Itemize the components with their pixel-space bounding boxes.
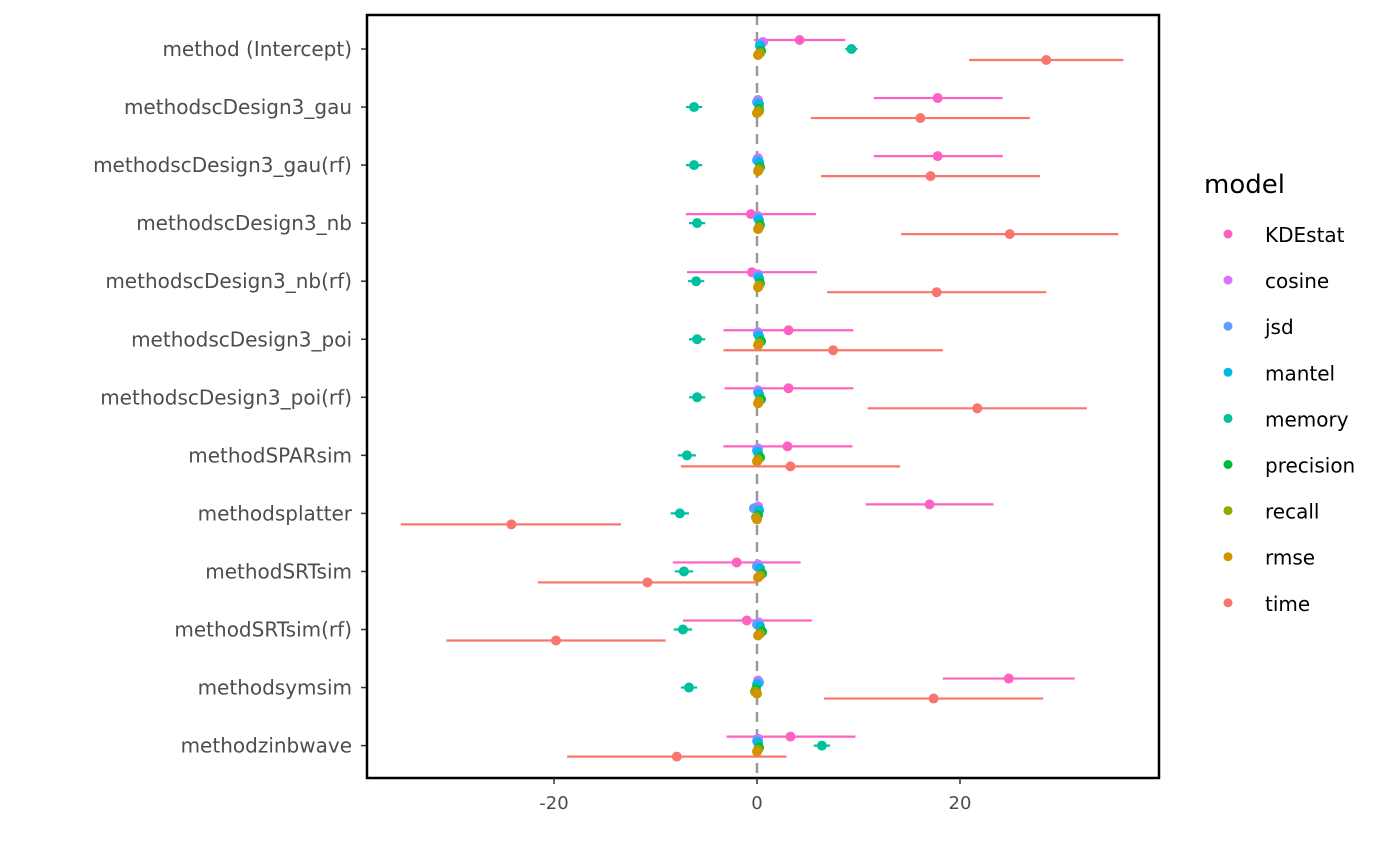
point: [972, 403, 983, 414]
legend-key: [1223, 598, 1233, 608]
point: [785, 731, 796, 742]
legend-label: mantel: [1265, 361, 1335, 385]
legend-key: [1223, 367, 1233, 377]
point: [753, 224, 764, 235]
x-tick-label: -20: [539, 793, 568, 814]
point: [783, 383, 794, 394]
legend-label: KDEstat: [1265, 223, 1345, 247]
point: [1004, 229, 1015, 240]
point: [785, 461, 796, 472]
x-axis: -20 0 20: [539, 778, 971, 814]
legend-label: precision: [1265, 454, 1355, 478]
point: [828, 345, 839, 356]
point: [506, 519, 517, 530]
point: [689, 160, 700, 171]
point: [753, 166, 764, 177]
point: [551, 635, 562, 646]
point: [925, 171, 936, 182]
point: [846, 44, 857, 54]
point: [677, 624, 688, 635]
y-tick-label: methodzinbwave: [181, 734, 352, 758]
point: [741, 615, 752, 626]
point: [932, 151, 943, 162]
point: [642, 577, 653, 588]
y-tick-label: methodSRTsim: [205, 559, 352, 583]
point: [671, 751, 682, 762]
point: [753, 572, 764, 583]
point: [816, 740, 827, 751]
plot-panel-border: [365, 13, 1161, 780]
legend-key: [1223, 460, 1233, 469]
point: [689, 102, 700, 113]
x-tick-label: 20: [949, 793, 972, 814]
legend-key: [1223, 321, 1233, 331]
point: [752, 514, 762, 525]
y-tick-label: methodscDesign3_poi(rf): [100, 385, 352, 409]
y-tick-label: methodscDesign3_nb: [136, 211, 352, 235]
y-tick-label: methodscDesign3_poi: [131, 327, 352, 351]
legend-key: [1223, 506, 1233, 516]
y-tick-label: methodscDesign3_nb(rf): [105, 269, 352, 293]
point: [915, 113, 926, 124]
legend-label: jsd: [1264, 315, 1294, 339]
y-tick-label: methodSPARsim: [188, 443, 352, 467]
legend-label: rmse: [1265, 546, 1315, 570]
point: [731, 557, 742, 568]
point: [692, 218, 703, 229]
point: [692, 334, 703, 345]
legend-label: recall: [1265, 500, 1319, 524]
point: [678, 566, 689, 577]
y-tick-label: methodscDesign3_gau: [124, 95, 352, 119]
point: [928, 693, 939, 704]
point: [683, 682, 694, 693]
legend-key: [1223, 413, 1233, 423]
point: [752, 746, 762, 757]
y-tick-label: methodscDesign3_gau(rf): [93, 153, 352, 177]
series-time: [400, 55, 1124, 762]
point: [681, 450, 692, 461]
data-marks: [400, 35, 1124, 762]
point: [1003, 673, 1014, 684]
point: [753, 50, 764, 60]
legend-key: [1223, 275, 1233, 285]
point: [1041, 55, 1052, 65]
point: [753, 398, 764, 409]
point: [931, 287, 942, 298]
series-memory: [670, 44, 858, 751]
legend-key: [1223, 229, 1233, 239]
y-tick-label: methodsplatter: [198, 501, 353, 525]
point: [691, 276, 702, 287]
point: [674, 508, 685, 519]
legend-label: cosine: [1265, 269, 1329, 293]
y-tick-label: method (Intercept): [162, 37, 352, 61]
series-KDEstat: [672, 35, 1075, 742]
legend: model KDEstat cosine jsd mantel memory precis…: [1204, 170, 1355, 616]
point: [794, 35, 805, 45]
point: [782, 441, 793, 452]
y-tick-label: methodsymsim: [198, 676, 352, 700]
point: [692, 392, 703, 403]
point: [752, 108, 762, 119]
point: [924, 499, 935, 510]
y-axis-labels: method (Intercept) methodscDesign3_gaumet…: [93, 37, 353, 758]
legend-key: [1223, 552, 1233, 562]
legend-title: model: [1204, 170, 1285, 200]
legend-label: memory: [1265, 407, 1349, 431]
point: [753, 630, 764, 641]
point: [752, 456, 762, 467]
x-tick-label: 0: [751, 793, 762, 814]
legend-label: time: [1265, 592, 1310, 616]
point: [783, 325, 794, 336]
y-tick-label: methodSRTsim(rf): [174, 618, 352, 642]
point: [752, 688, 762, 699]
point: [932, 93, 943, 104]
point: [753, 340, 764, 351]
series-rmse: [752, 50, 764, 757]
point: [753, 282, 764, 293]
